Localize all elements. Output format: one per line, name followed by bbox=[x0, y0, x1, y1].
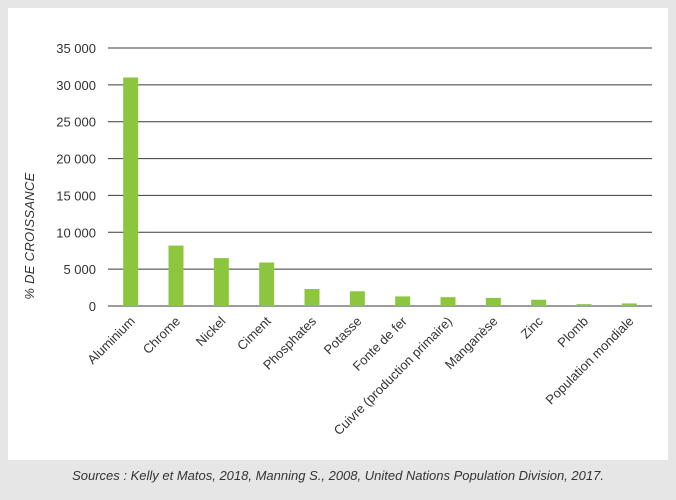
y-tick-label: 15 000 bbox=[56, 188, 96, 203]
chart-panel: 0 5 000 10 000 15 000 20 000 25 000 30 000 35 0… bbox=[8, 8, 668, 460]
x-tick-label: Chrome bbox=[140, 314, 183, 357]
bar bbox=[349, 291, 365, 306]
bar-chart: 0 5 000 10 000 15 000 20 000 25 000 30 000 35 0… bbox=[22, 41, 652, 438]
bar bbox=[123, 77, 139, 306]
x-tick-label: Zinc bbox=[518, 313, 546, 341]
y-tick-label: 35 000 bbox=[56, 41, 96, 56]
y-tick-label: 10 000 bbox=[56, 225, 96, 240]
y-tick-label: 25 000 bbox=[56, 115, 96, 130]
x-tick-label: Ciment bbox=[234, 313, 274, 353]
y-tick-label: 5 000 bbox=[63, 262, 96, 277]
y-tick-label: 30 000 bbox=[56, 78, 96, 93]
x-tick-label: Potasse bbox=[321, 314, 365, 358]
bar bbox=[304, 289, 320, 306]
y-tick-label: 20 000 bbox=[56, 152, 96, 167]
x-tick-label: Nickel bbox=[193, 313, 229, 349]
y-tick-label: 0 bbox=[89, 299, 96, 314]
bar bbox=[576, 304, 592, 306]
bar bbox=[485, 297, 501, 306]
bar bbox=[531, 299, 547, 306]
gridlines bbox=[108, 47, 652, 307]
y-tick-labels: 0 5 000 10 000 15 000 20 000 25 000 30 000 35 0… bbox=[56, 41, 96, 314]
bar bbox=[621, 303, 637, 306]
x-tick-label: Aluminium bbox=[84, 314, 138, 368]
bar bbox=[395, 296, 411, 306]
x-tick-label: Population mondiale bbox=[543, 314, 637, 408]
bar bbox=[440, 297, 456, 306]
bar bbox=[213, 258, 229, 306]
source-note: Sources : Kelly et Matos, 2018, Manning … bbox=[72, 468, 604, 483]
y-axis-label: % DE CROISSANCE bbox=[22, 172, 37, 299]
bars bbox=[123, 77, 637, 306]
bar bbox=[168, 245, 184, 306]
x-tick-label: Plomb bbox=[554, 314, 591, 351]
bar bbox=[259, 262, 275, 306]
